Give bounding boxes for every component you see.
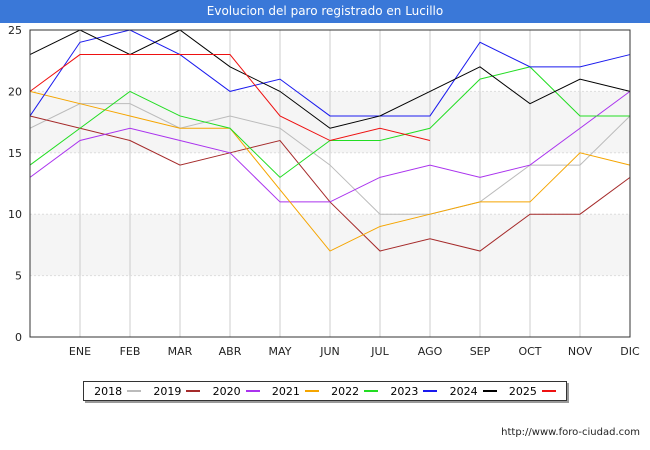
legend-label: 2024 xyxy=(449,384,478,398)
legend-item-2019: 2019 xyxy=(153,384,201,398)
legend: 2018 2019 2020 2021 2022 2023 2024 2025 xyxy=(83,381,567,401)
legend-label: 2023 xyxy=(390,384,419,398)
legend-label: 2018 xyxy=(94,384,123,398)
series-line-2021 xyxy=(29,90,631,252)
plot-border xyxy=(29,29,631,338)
legend-swatch xyxy=(304,390,319,392)
legend-item-2018: 2018 xyxy=(94,384,142,398)
plot-area: 0 5 10 15 20 25 ENE FEB MAR ABR MAY JUN JUL AGO SEP OCT… xyxy=(8,24,640,358)
x-tick-label: JUN xyxy=(319,345,340,358)
legend-item-2025: 2025 xyxy=(509,385,556,398)
y-tick-label: 25 xyxy=(8,24,22,37)
legend-item-2024: 2024 xyxy=(450,385,497,398)
legend-swatch xyxy=(541,390,556,392)
x-tick-label: AGO xyxy=(418,345,443,358)
x-tick-label: ABR xyxy=(219,345,242,358)
legend-swatch xyxy=(482,390,497,392)
y-tick-label: 0 xyxy=(15,331,22,344)
legend-swatch xyxy=(364,390,379,392)
y-tick-label: 10 xyxy=(8,208,22,221)
y-tick-label: 20 xyxy=(8,85,22,98)
legend-label: 2019 xyxy=(153,384,182,398)
legend-label: 2025 xyxy=(508,384,537,398)
x-tick-label: MAR xyxy=(168,345,193,358)
legend-label: 2021 xyxy=(271,384,300,398)
x-tick-label: JUL xyxy=(370,345,389,358)
series-line-2025 xyxy=(29,54,431,142)
legend-swatch xyxy=(127,390,142,392)
x-tick-label: NOV xyxy=(568,345,593,358)
legend-item-2020: 2020 xyxy=(213,385,260,398)
x-tick-label: SEP xyxy=(470,345,491,358)
legend-item-2021: 2021 xyxy=(272,385,319,398)
legend-swatch xyxy=(423,390,438,392)
legend-swatch xyxy=(186,390,201,392)
y-tick-label: 5 xyxy=(15,270,22,283)
legend-item-2023: 2023 xyxy=(390,384,438,398)
source-link[interactable]: http://www.foro-ciudad.com xyxy=(501,427,640,438)
series-line-2020 xyxy=(29,90,631,203)
x-tick-label: ENE xyxy=(69,345,91,358)
legend-swatch xyxy=(245,390,260,392)
chart-title: Evolucion del paro registrado en Lucillo xyxy=(0,0,650,23)
x-tick-label: MAY xyxy=(269,345,292,358)
y-tick-label: 15 xyxy=(8,147,22,160)
legend-label: 2022 xyxy=(331,384,360,398)
legend-label: 2020 xyxy=(212,384,241,398)
x-tick-label: OCT xyxy=(518,345,541,358)
x-tick-label: DIC xyxy=(620,345,640,358)
x-tick-label: FEB xyxy=(120,345,141,358)
legend-item-2022: 2022 xyxy=(331,384,379,398)
